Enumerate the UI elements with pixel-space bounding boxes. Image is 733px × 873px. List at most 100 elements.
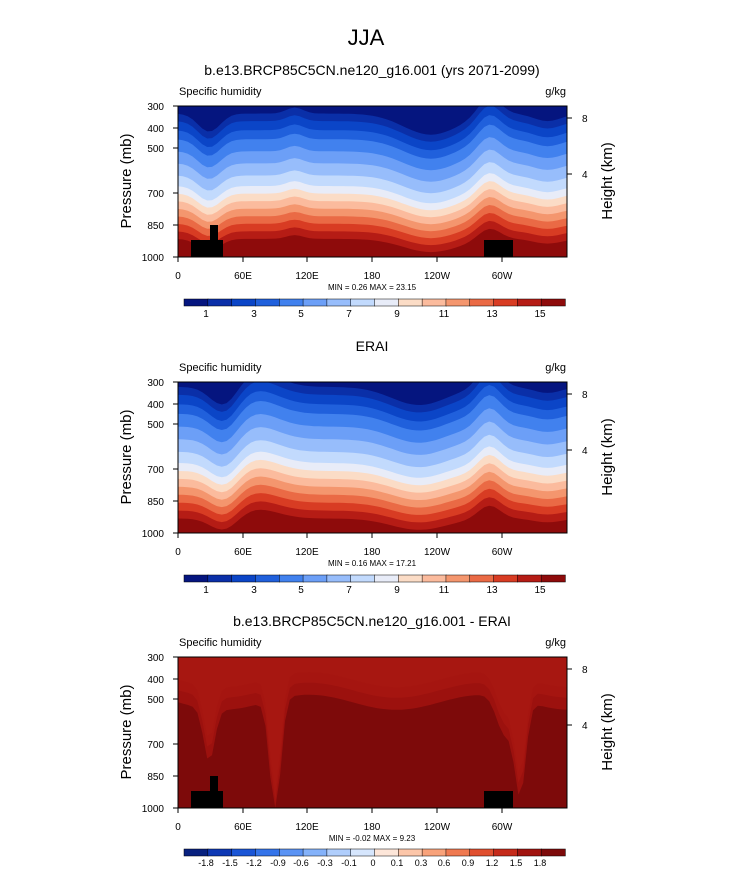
panel-3-plot-area — [178, 657, 567, 808]
panel-2-y-axis: 300 400 500 700 850 1000 — [142, 378, 178, 540]
colorbar-swatch — [374, 848, 399, 857]
y-tick-label: 700 — [147, 465, 164, 476]
topography-block — [210, 776, 218, 792]
panel-2-colorbar — [183, 574, 566, 583]
topography-block — [210, 225, 218, 241]
right-ticks — [567, 393, 572, 451]
panel-2-x-axis: 0 60E 120E 180 120W 60W — [175, 533, 513, 558]
colorbar-swatch — [183, 298, 209, 307]
colorbar-label: -0.3 — [317, 858, 333, 868]
colorbar-label: 0.9 — [462, 858, 475, 868]
panel-2-title: ERAI — [356, 338, 389, 354]
colorbar-swatch — [517, 574, 542, 583]
colorbar-swatch — [540, 848, 566, 857]
colorbar-label: 15 — [534, 585, 546, 596]
colorbar-label: 1.8 — [534, 858, 547, 868]
panel-2-stats: MIN = 0.16 MAX = 17.21 — [328, 559, 417, 568]
panel-1: b.e13.BRCP85C5CN.ne120_g16.001 (yrs 2071… — [118, 62, 616, 320]
colorbar-swatch — [445, 574, 471, 583]
panel-3-colorbar — [183, 848, 566, 857]
x-tick-label: 60E — [234, 822, 252, 833]
colorbar-label: 0 — [370, 858, 375, 868]
y-ticks — [173, 105, 178, 258]
colorbar-swatch — [374, 298, 399, 307]
colorbar-label: -0.1 — [341, 858, 357, 868]
panel-1-colorbar-labels: 1 3 5 7 9 11 13 15 — [203, 309, 546, 320]
colorbar-swatch — [183, 574, 209, 583]
y-tick-label: 1000 — [142, 253, 165, 264]
colorbar-swatch — [398, 298, 423, 307]
y-tick-label: 400 — [147, 124, 164, 135]
panel-3-ylabel-right: Height (km) — [599, 693, 616, 771]
colorbar-swatch — [398, 848, 423, 857]
panel-1-ylabel-right: Height (km) — [599, 142, 616, 220]
x-tick-label: 0 — [175, 547, 181, 558]
x-ticks — [177, 533, 503, 538]
right-tick-label: 4 — [582, 170, 588, 181]
x-tick-label: 120W — [424, 271, 451, 282]
right-tick-label: 8 — [582, 114, 588, 125]
panel-3-colorbar-labels: -1.8 -1.5 -1.2 -0.9 -0.6 -0.3 -0.1 0 0.1… — [198, 858, 546, 868]
topography-block — [484, 791, 513, 808]
colorbar-swatch — [469, 298, 495, 307]
colorbar-swatch — [493, 574, 519, 583]
contour-band — [178, 657, 567, 808]
colorbar-label: 0.6 — [438, 858, 451, 868]
colorbar-swatch — [231, 298, 257, 307]
colorbar-label: 13 — [486, 309, 498, 320]
panel-1-title: b.e13.BRCP85C5CN.ne120_g16.001 (yrs 2071… — [204, 62, 539, 78]
colorbar-label: 0.1 — [391, 858, 404, 868]
colorbar-swatch — [183, 848, 209, 857]
colorbar-swatch — [302, 574, 328, 583]
y-tick-label: 850 — [147, 497, 164, 508]
y-tick-label: 850 — [147, 221, 164, 232]
x-ticks — [177, 808, 503, 813]
x-ticks — [177, 257, 503, 262]
colorbar-swatch — [540, 298, 566, 307]
colorbar-swatch — [302, 298, 328, 307]
y-tick-label: 500 — [147, 695, 164, 706]
colorbar-label: 9 — [394, 585, 400, 596]
y-tick-label: 300 — [147, 378, 164, 389]
colorbar-label: 0.3 — [415, 858, 428, 868]
panel-3-stats: MIN = -0.02 MAX = 9.23 — [329, 834, 416, 843]
colorbar-label: 1.2 — [486, 858, 499, 868]
colorbar-label: 5 — [298, 309, 304, 320]
colorbar-swatch — [231, 574, 257, 583]
colorbar-swatch — [421, 298, 447, 307]
y-tick-label: 400 — [147, 400, 164, 411]
right-tick-label: 8 — [582, 665, 588, 676]
colorbar-swatch — [517, 298, 542, 307]
panel-3-y-axis-right: 8 4 — [567, 665, 588, 732]
colorbar-swatch — [469, 574, 495, 583]
colorbar-label: 3 — [251, 585, 257, 596]
colorbar-swatch — [445, 848, 471, 857]
colorbar-swatch — [231, 848, 257, 857]
colorbar-label: 5 — [298, 585, 304, 596]
panel-1-plot-area — [178, 106, 567, 257]
panel-2-plot-area — [178, 382, 567, 533]
right-ticks — [567, 668, 572, 726]
panel-1-stats: MIN = 0.26 MAX = 23.15 — [328, 283, 417, 292]
colorbar-label: 15 — [534, 309, 546, 320]
colorbar-swatch — [326, 298, 352, 307]
colorbar-swatch — [207, 574, 233, 583]
x-tick-label: 60E — [234, 547, 252, 558]
y-ticks — [173, 381, 178, 534]
x-tick-label: 60W — [492, 822, 513, 833]
main-title: JJA — [348, 25, 385, 50]
y-tick-label: 300 — [147, 653, 164, 664]
contour-band — [178, 228, 567, 257]
colorbar-label: 9 — [394, 309, 400, 320]
colorbar-label: 1.5 — [510, 858, 523, 868]
colorbar-label: 13 — [486, 585, 498, 596]
right-tick-label: 8 — [582, 390, 588, 401]
colorbar-label: 3 — [251, 309, 257, 320]
y-ticks — [173, 656, 178, 809]
colorbar-swatch — [517, 848, 542, 857]
colorbar-label: -0.6 — [293, 858, 309, 868]
colorbar-swatch — [207, 848, 233, 857]
y-tick-label: 700 — [147, 740, 164, 751]
panel-1-x-axis: 0 60E 120E 180 120W 60W — [175, 257, 513, 282]
panel-1-units: g/kg — [545, 86, 566, 98]
